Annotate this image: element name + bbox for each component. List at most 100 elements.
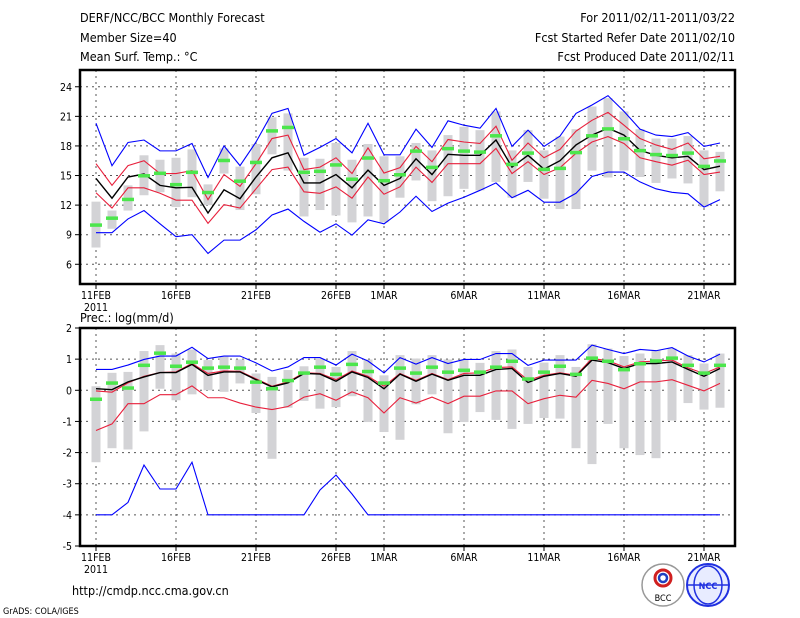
spread-bar: [267, 117, 277, 155]
y-tick-label: -4: [63, 510, 72, 522]
marker: [666, 153, 678, 158]
marker: [682, 363, 694, 368]
spread-bar: [235, 166, 245, 211]
marker: [650, 359, 662, 363]
marker: [666, 356, 678, 360]
spread-bar: [427, 150, 437, 202]
spread-bar: [587, 344, 597, 465]
marker: [122, 386, 134, 390]
marker: [202, 366, 214, 370]
spread-bar: [379, 375, 389, 433]
marker: [218, 365, 230, 369]
x-tick-label: 16FEB: [161, 552, 191, 564]
spread-bar: [571, 129, 581, 210]
spread-bar: [507, 349, 517, 429]
footer-url: http://cmdp.ncc.cma.gov.cn: [72, 583, 229, 598]
spread-bar: [587, 106, 597, 171]
spread-bar: [123, 371, 133, 450]
marker: [410, 149, 422, 153]
spread-bar: [619, 356, 629, 449]
spread-bar: [619, 111, 629, 171]
spread-bar: [251, 373, 261, 414]
marker: [474, 150, 486, 154]
marker: [538, 370, 550, 374]
spread-bar: [107, 372, 117, 449]
spread-bar: [715, 353, 725, 408]
marker: [154, 351, 166, 355]
spread-bar: [155, 159, 165, 193]
marker: [522, 151, 534, 155]
marker: [266, 386, 278, 391]
spread-bar: [635, 353, 645, 456]
marker: [250, 380, 262, 384]
spread-bar: [299, 366, 309, 401]
spread-bar: [267, 376, 277, 459]
marker: [250, 160, 262, 165]
marker: [602, 127, 614, 131]
marker: [218, 158, 230, 163]
spread-bar: [171, 353, 181, 401]
marker: [282, 125, 294, 130]
marker: [490, 365, 502, 369]
header-period: For 2011/02/11-2011/03/22: [580, 10, 735, 25]
spread-bar: [651, 138, 661, 183]
spread-bar: [315, 358, 325, 409]
spread-bar: [139, 351, 149, 432]
y-tick-label: 9: [66, 230, 72, 242]
spread-bar: [299, 157, 309, 217]
marker: [394, 173, 406, 177]
series-line-mean: [95, 127, 721, 215]
ncc-logo-text: NCC: [699, 582, 718, 592]
y-tick-label: 24: [60, 82, 72, 94]
spread-bar: [603, 348, 613, 424]
spread-bar: [347, 351, 357, 397]
series-line-upper: [95, 357, 721, 393]
marker: [138, 174, 150, 178]
spread-bar: [411, 142, 421, 181]
spread-bar: [459, 126, 469, 189]
marker: [330, 372, 342, 377]
marker: [362, 369, 374, 374]
bcc-logo-text: BCC: [655, 594, 672, 604]
spread-bar: [379, 156, 389, 223]
marker: [234, 179, 246, 183]
series-line-max: [95, 94, 721, 179]
marker: [442, 146, 454, 151]
marker: [618, 367, 630, 372]
y-tick-label: 21: [60, 111, 72, 123]
spread-bar: [651, 350, 661, 459]
header-started: Fcst Started Refer Date 2011/02/10: [535, 30, 735, 45]
y-tick-label: -1: [63, 416, 72, 428]
marker: [570, 372, 582, 377]
marker: [298, 371, 310, 375]
spread-bar: [475, 362, 485, 413]
marker: [298, 170, 310, 175]
marker: [330, 163, 342, 167]
marker: [522, 377, 534, 381]
marker: [234, 366, 246, 370]
y-tick-label: -5: [63, 541, 72, 553]
spread-bar: [315, 158, 325, 211]
marker: [698, 164, 710, 169]
x-tick-label: 16FEB: [161, 290, 191, 302]
series-line-upper: [95, 111, 721, 201]
spread-bar: [283, 370, 293, 408]
marker: [202, 190, 214, 195]
marker: [138, 363, 150, 368]
plot-frame: [78, 68, 737, 286]
spread-bar: [555, 355, 565, 419]
marker: [554, 166, 566, 171]
marker: [714, 363, 726, 368]
marker: [506, 359, 518, 364]
spread-bar: [459, 359, 469, 423]
y-tick-label: -3: [63, 479, 72, 491]
x-tick-label: 21MAR: [687, 290, 721, 302]
header-produced: Fcst Produced Date 2011/02/11: [557, 49, 735, 64]
spread-bar: [155, 345, 165, 389]
marker: [586, 134, 598, 138]
spread-bar: [91, 386, 101, 463]
y-tick-label: 12: [60, 200, 72, 212]
spread-bar: [443, 359, 453, 434]
marker: [266, 129, 278, 133]
